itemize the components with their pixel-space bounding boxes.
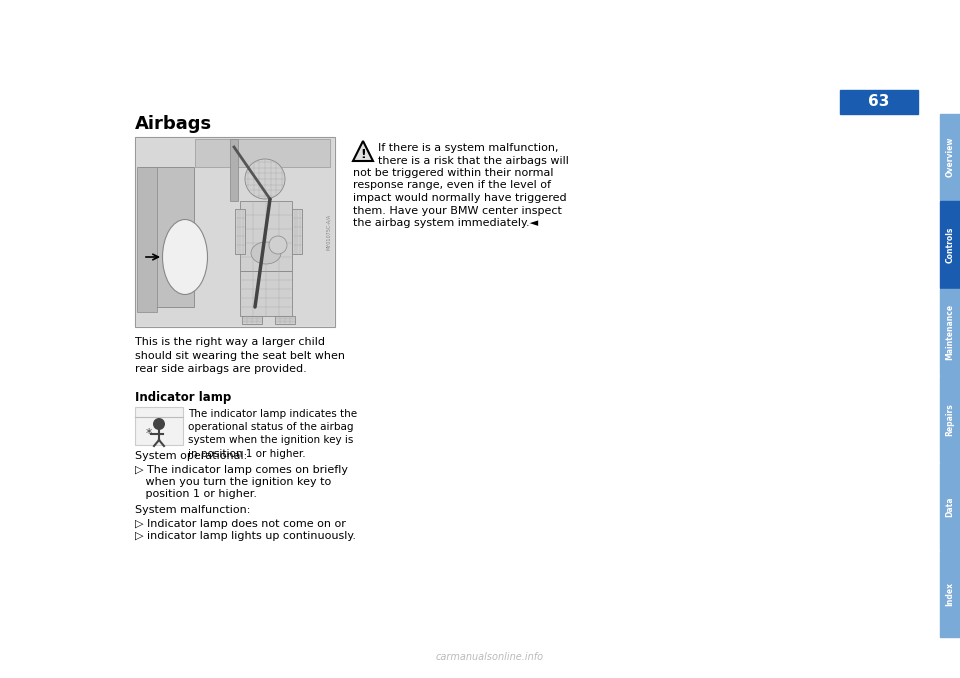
Circle shape bbox=[269, 236, 287, 254]
Text: the airbag system immediately.◄: the airbag system immediately.◄ bbox=[353, 218, 539, 228]
Bar bbox=[235, 209, 245, 254]
Bar bbox=[137, 167, 157, 312]
Text: Maintenance: Maintenance bbox=[946, 304, 954, 360]
Bar bbox=[840, 90, 918, 114]
Text: ▷ Indicator lamp does not come on or: ▷ Indicator lamp does not come on or bbox=[135, 519, 346, 529]
Bar bbox=[940, 114, 960, 200]
Text: This is the right way a larger child
should sit wearing the seat belt when
rear : This is the right way a larger child sho… bbox=[135, 337, 345, 374]
Text: Airbags: Airbags bbox=[135, 115, 212, 133]
Bar bbox=[195, 139, 330, 167]
Bar bbox=[940, 201, 960, 287]
Text: Controls: Controls bbox=[946, 226, 954, 262]
Text: If there is a system malfunction,: If there is a system malfunction, bbox=[378, 143, 559, 153]
Bar bbox=[136, 138, 334, 326]
Bar bbox=[242, 316, 262, 324]
Text: ▷ The indicator lamp comes on briefly: ▷ The indicator lamp comes on briefly bbox=[135, 465, 348, 475]
Text: Repairs: Repairs bbox=[946, 403, 954, 435]
Text: them. Have your BMW center inspect: them. Have your BMW center inspect bbox=[353, 205, 562, 216]
Text: Index: Index bbox=[946, 582, 954, 606]
Ellipse shape bbox=[162, 220, 207, 294]
Text: Data: Data bbox=[946, 496, 954, 517]
Bar bbox=[940, 551, 960, 637]
Text: System malfunction:: System malfunction: bbox=[135, 505, 251, 515]
Bar bbox=[135, 137, 335, 327]
Circle shape bbox=[245, 159, 285, 199]
Text: carmanualsonline.info: carmanualsonline.info bbox=[436, 652, 544, 662]
Text: response range, even if the level of: response range, even if the level of bbox=[353, 180, 551, 191]
Text: ▷ indicator lamp lights up continuously.: ▷ indicator lamp lights up continuously. bbox=[135, 531, 356, 541]
Bar bbox=[940, 289, 960, 375]
Text: !: ! bbox=[360, 148, 366, 161]
Circle shape bbox=[153, 418, 165, 430]
Text: impact would normally have triggered: impact would normally have triggered bbox=[353, 193, 566, 203]
Bar bbox=[275, 316, 295, 324]
Text: Indicator lamp: Indicator lamp bbox=[135, 391, 231, 404]
Text: 63: 63 bbox=[868, 94, 890, 110]
Text: not be triggered within their normal: not be triggered within their normal bbox=[353, 168, 554, 178]
Text: there is a risk that the airbags will: there is a risk that the airbags will bbox=[378, 155, 569, 165]
Bar bbox=[230, 139, 238, 201]
Text: Overview: Overview bbox=[946, 137, 954, 178]
Polygon shape bbox=[353, 141, 373, 161]
Text: *: * bbox=[146, 428, 152, 441]
Bar bbox=[292, 209, 302, 254]
Bar bbox=[139, 167, 194, 307]
Text: System operational:: System operational: bbox=[135, 451, 248, 461]
Bar bbox=[135, 407, 183, 445]
Bar bbox=[240, 271, 292, 316]
Bar bbox=[940, 463, 960, 550]
Text: when you turn the ignition key to: when you turn the ignition key to bbox=[135, 477, 331, 487]
Ellipse shape bbox=[251, 242, 281, 264]
Text: MY01075C-A/A: MY01075C-A/A bbox=[326, 214, 331, 250]
Bar bbox=[240, 201, 292, 271]
Text: The indicator lamp indicates the
operational status of the airbag
system when th: The indicator lamp indicates the operati… bbox=[188, 409, 357, 458]
Text: position 1 or higher.: position 1 or higher. bbox=[135, 489, 257, 499]
Bar bbox=[940, 376, 960, 462]
